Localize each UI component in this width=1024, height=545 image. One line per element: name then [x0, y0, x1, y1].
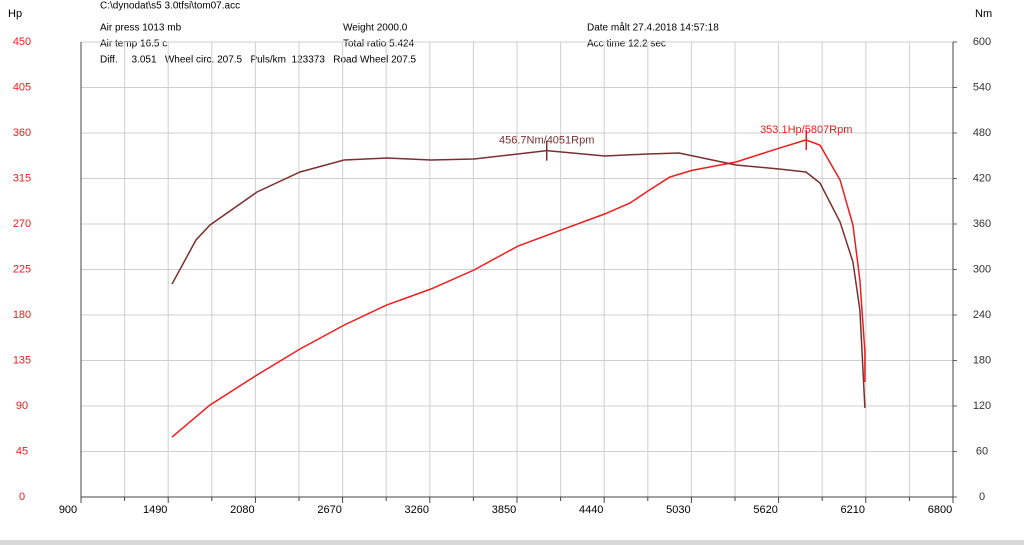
annotation: 456.7Nm/4051Rpm — [499, 135, 594, 147]
y-tick-label: 135 — [13, 354, 31, 366]
y2-tick-label: 600 — [973, 36, 991, 48]
y2-axis-label: Nm — [975, 8, 992, 20]
y-tick-label: 0 — [19, 491, 25, 503]
header-info: Date målt 27.4.2018 14:57:18 — [587, 22, 719, 34]
y-tick-label: 315 — [13, 172, 31, 184]
y2-tick-label: 420 — [973, 172, 991, 184]
curve — [171, 149, 866, 409]
file-path: C:\dynodat\s5 3.0tfsi\tom07.acc — [100, 1, 240, 12]
y2-tick-label: 540 — [973, 81, 991, 93]
y-axis-label: Hp — [8, 8, 22, 20]
y2-tick-label: 60 — [976, 445, 988, 457]
x-tick-label: 2670 — [317, 504, 341, 516]
y-tick-label: 180 — [13, 309, 31, 321]
header-info: Acc time 12.2 sec — [587, 39, 666, 50]
x-tick-label: 6800 — [928, 504, 952, 516]
y2-tick-label: 180 — [973, 354, 991, 366]
curve — [171, 139, 866, 438]
y-tick-label: 450 — [13, 36, 31, 48]
y-tick-label: 45 — [16, 445, 28, 457]
y-tick-label: 270 — [13, 218, 31, 230]
x-tick-label: 5030 — [666, 504, 690, 516]
x-tick-label: 4440 — [579, 504, 603, 516]
header-info: Total ratio 5.424 — [343, 39, 415, 50]
x-tick-label: 3260 — [405, 504, 429, 516]
header-info: Air temp 16.5 c — [100, 39, 167, 50]
y2-tick-label: 300 — [973, 263, 991, 275]
y-tick-label: 90 — [16, 400, 28, 412]
x-tick-label: 1490 — [143, 504, 167, 516]
x-tick-label: 6210 — [841, 504, 865, 516]
y2-tick-label: 360 — [973, 218, 991, 230]
header-info: Weight 2000.0 — [343, 23, 408, 34]
annotation: 353.1Hp/5807Rpm — [760, 124, 852, 136]
x-tick-label: 2080 — [230, 504, 254, 516]
header-info: Air press 1013 mb — [100, 23, 182, 34]
y-tick-label: 360 — [13, 127, 31, 139]
y-tick-label: 405 — [13, 81, 31, 93]
bottom-strip — [0, 540, 1024, 545]
x-tick-label: 3850 — [492, 504, 516, 516]
header-info: Diff. 3.051 Wheel circ. 207.5 Puls/km 12… — [100, 55, 417, 66]
y2-tick-label: 120 — [973, 400, 991, 412]
x-tick-label: 900 — [59, 504, 77, 516]
y2-tick-label: 480 — [973, 127, 991, 139]
y2-tick-label: 240 — [973, 309, 991, 321]
x-tick-label: 5620 — [753, 504, 777, 516]
y2-tick-label: 0 — [979, 491, 985, 503]
y-tick-label: 225 — [13, 263, 31, 275]
